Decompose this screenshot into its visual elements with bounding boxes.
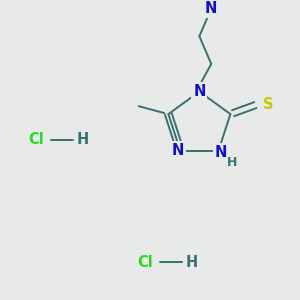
Text: Cl: Cl bbox=[137, 255, 153, 270]
Text: H: H bbox=[77, 133, 89, 148]
Text: N: N bbox=[214, 145, 227, 160]
Text: N: N bbox=[193, 84, 206, 99]
Text: N: N bbox=[172, 143, 184, 158]
Text: H: H bbox=[227, 156, 238, 169]
Text: Cl: Cl bbox=[28, 133, 44, 148]
Text: S: S bbox=[263, 97, 273, 112]
Text: H: H bbox=[185, 255, 198, 270]
Text: N: N bbox=[205, 1, 218, 16]
